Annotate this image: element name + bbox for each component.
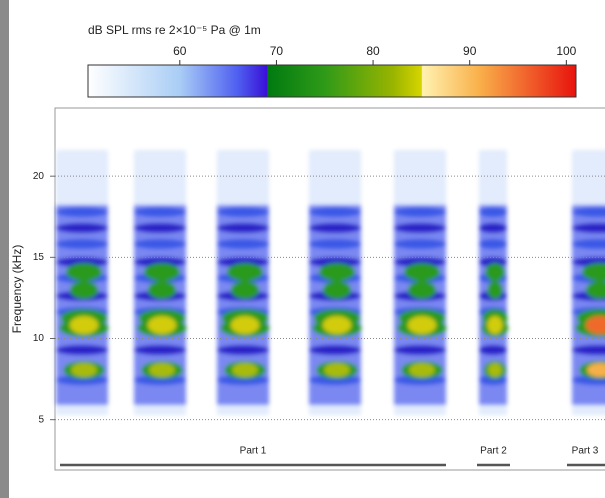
band: [479, 345, 507, 355]
band: [394, 207, 446, 217]
band: [56, 223, 108, 233]
band: [309, 239, 361, 249]
band-green: [143, 263, 181, 281]
core: [71, 363, 97, 377]
spectrogram: [56, 150, 605, 415]
band-green: [407, 281, 437, 299]
band: [217, 207, 269, 217]
core: [488, 363, 502, 377]
band: [479, 207, 507, 217]
band: [134, 345, 186, 355]
band: [217, 257, 269, 267]
core: [230, 316, 260, 334]
band: [134, 239, 186, 249]
y-tick-label: 5: [38, 414, 44, 425]
y-tick-label: 20: [33, 171, 45, 182]
band: [309, 223, 361, 233]
band: [134, 257, 186, 267]
core: [147, 316, 177, 334]
band-green: [403, 263, 441, 281]
colorbar-tick-label: 90: [463, 44, 477, 58]
colorbar-tick-label: 100: [556, 44, 576, 58]
band-green: [581, 263, 605, 281]
core: [587, 363, 605, 377]
part-label: Part 1: [240, 446, 267, 457]
band: [394, 257, 446, 267]
band: [217, 345, 269, 355]
band: [309, 345, 361, 355]
band: [479, 239, 507, 249]
band: [394, 239, 446, 249]
y-tick-label: 15: [33, 252, 45, 263]
core: [407, 316, 437, 334]
band: [572, 239, 605, 249]
core: [324, 363, 350, 377]
band: [56, 257, 108, 267]
band: [217, 239, 269, 249]
band-green: [318, 263, 356, 281]
band: [56, 207, 108, 217]
band: [56, 239, 108, 249]
y-axis-label: Frequency (kHz): [10, 245, 24, 334]
colorbar-label: dB SPL rms re 2×10⁻⁵ Pa @ 1m: [88, 23, 261, 37]
core: [322, 316, 352, 334]
colorbar-tick-label: 80: [366, 44, 380, 58]
band: [309, 257, 361, 267]
core: [232, 363, 258, 377]
plot-frame: [54, 107, 605, 471]
band-green: [65, 263, 103, 281]
band: [134, 223, 186, 233]
core: [409, 363, 435, 377]
band: [394, 223, 446, 233]
band: [134, 207, 186, 217]
band: [56, 345, 108, 355]
y-tick-label: 10: [33, 333, 45, 344]
core: [69, 316, 99, 334]
core: [149, 363, 175, 377]
part-label: Part 2: [480, 446, 507, 457]
band: [572, 207, 605, 217]
band-green: [69, 281, 99, 299]
colorbar-tick-label: 60: [173, 44, 187, 58]
band: [479, 223, 507, 233]
band-green: [585, 281, 605, 299]
core: [585, 316, 605, 334]
band: [217, 223, 269, 233]
colorbar-tick-label: 70: [270, 44, 284, 58]
band: [572, 223, 605, 233]
band-green: [230, 281, 260, 299]
band: [309, 207, 361, 217]
band: [572, 345, 605, 355]
band-green: [485, 263, 505, 281]
band-green: [226, 263, 264, 281]
left-strip: [0, 0, 9, 498]
band-green: [487, 281, 503, 299]
band-green: [147, 281, 177, 299]
band: [394, 345, 446, 355]
part-label: Part 3: [572, 446, 599, 457]
band-green: [322, 281, 352, 299]
colorbar: [87, 64, 577, 98]
core: [487, 316, 503, 334]
